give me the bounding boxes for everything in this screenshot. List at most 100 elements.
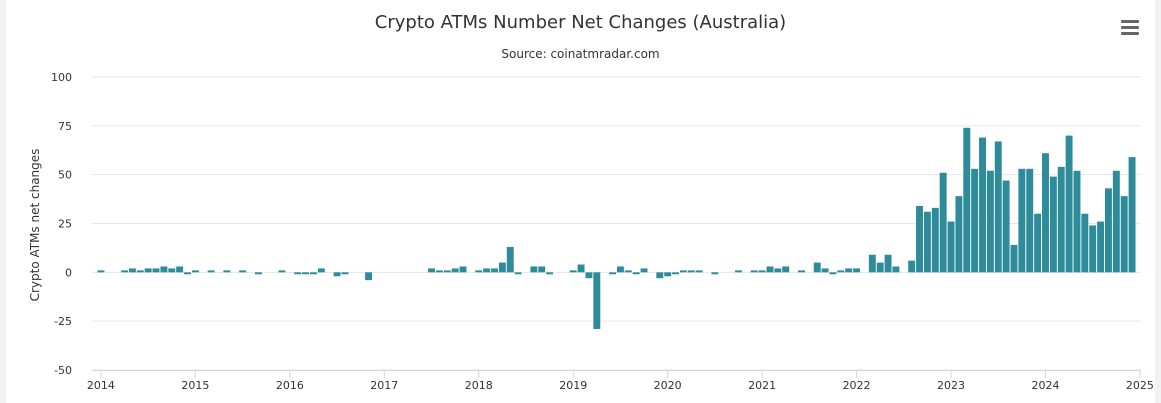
bar[interactable]: [435, 270, 443, 273]
bar[interactable]: [1034, 213, 1042, 273]
bar[interactable]: [884, 254, 892, 273]
bar[interactable]: [829, 272, 837, 275]
bar[interactable]: [428, 268, 435, 273]
bar[interactable]: [365, 272, 373, 281]
bar[interactable]: [735, 270, 742, 273]
bar[interactable]: [687, 270, 695, 273]
bar[interactable]: [821, 268, 829, 273]
bar[interactable]: [1065, 135, 1073, 273]
bar[interactable]: [1112, 170, 1120, 273]
bar[interactable]: [609, 272, 617, 275]
bar[interactable]: [128, 268, 136, 273]
bar[interactable]: [963, 127, 971, 273]
bar[interactable]: [530, 266, 538, 273]
bar[interactable]: [766, 266, 774, 273]
bar[interactable]: [979, 137, 986, 273]
bar[interactable]: [1026, 168, 1034, 273]
bar[interactable]: [632, 272, 640, 275]
bar[interactable]: [798, 270, 805, 273]
bar[interactable]: [593, 272, 601, 329]
bar[interactable]: [176, 266, 184, 273]
bar[interactable]: [923, 211, 931, 273]
bar[interactable]: [538, 266, 546, 273]
bar[interactable]: [986, 170, 994, 273]
bar[interactable]: [278, 270, 286, 273]
bar[interactable]: [1049, 176, 1057, 273]
bar[interactable]: [514, 272, 522, 275]
bar[interactable]: [475, 270, 483, 273]
bar[interactable]: [160, 266, 168, 273]
bar[interactable]: [1057, 166, 1065, 273]
bar[interactable]: [1081, 213, 1089, 273]
bar[interactable]: [837, 270, 845, 273]
bar[interactable]: [640, 268, 648, 273]
bar[interactable]: [294, 272, 302, 275]
bar[interactable]: [813, 262, 821, 273]
bar[interactable]: [947, 221, 955, 273]
bar[interactable]: [994, 141, 1002, 273]
bar[interactable]: [97, 270, 105, 273]
bar[interactable]: [585, 272, 593, 279]
bar[interactable]: [616, 266, 624, 273]
bar[interactable]: [239, 270, 247, 273]
bar[interactable]: [144, 268, 152, 273]
bar[interactable]: [121, 270, 129, 273]
bar[interactable]: [955, 196, 963, 273]
bar[interactable]: [774, 268, 782, 273]
bar[interactable]: [1002, 180, 1010, 273]
bar[interactable]: [1104, 188, 1112, 273]
bar[interactable]: [152, 268, 160, 273]
bar[interactable]: [451, 268, 459, 273]
bar[interactable]: [191, 270, 199, 273]
bar[interactable]: [310, 272, 317, 275]
bar[interactable]: [876, 262, 884, 273]
bar[interactable]: [302, 272, 310, 275]
bar[interactable]: [758, 270, 766, 273]
bar[interactable]: [333, 272, 341, 277]
bar[interactable]: [1120, 196, 1128, 273]
bar[interactable]: [656, 272, 664, 279]
bar[interactable]: [207, 270, 215, 273]
bar[interactable]: [569, 270, 577, 273]
bar[interactable]: [1073, 170, 1081, 273]
bar[interactable]: [168, 268, 176, 273]
bar[interactable]: [782, 266, 790, 273]
bar[interactable]: [939, 172, 947, 273]
bar[interactable]: [624, 270, 632, 273]
bar[interactable]: [577, 264, 585, 273]
bar[interactable]: [1010, 244, 1018, 273]
bar[interactable]: [672, 272, 679, 275]
bar[interactable]: [853, 268, 861, 273]
bar[interactable]: [317, 268, 325, 273]
bar[interactable]: [459, 266, 467, 273]
bar[interactable]: [1089, 225, 1097, 273]
bar[interactable]: [664, 272, 672, 277]
hamburger-menu-icon[interactable]: [1121, 20, 1139, 36]
bar[interactable]: [223, 270, 231, 273]
bar[interactable]: [695, 270, 703, 273]
bar[interactable]: [443, 270, 451, 273]
bar[interactable]: [845, 268, 853, 273]
bar[interactable]: [546, 272, 554, 275]
bar[interactable]: [892, 266, 900, 273]
bar[interactable]: [498, 262, 506, 273]
bar[interactable]: [868, 254, 876, 273]
bar[interactable]: [679, 270, 687, 273]
bar[interactable]: [711, 272, 719, 275]
bar[interactable]: [908, 260, 916, 273]
bar[interactable]: [1018, 168, 1026, 273]
bar[interactable]: [931, 207, 939, 273]
bar[interactable]: [916, 205, 924, 273]
bar[interactable]: [1042, 153, 1049, 273]
bar[interactable]: [1097, 221, 1105, 273]
bar[interactable]: [184, 272, 191, 275]
bar[interactable]: [491, 268, 498, 273]
bar[interactable]: [483, 268, 491, 273]
bar[interactable]: [1128, 157, 1136, 273]
bar[interactable]: [971, 168, 979, 273]
bar[interactable]: [254, 272, 262, 275]
bar[interactable]: [750, 270, 758, 273]
bar[interactable]: [506, 246, 514, 273]
bar[interactable]: [341, 272, 349, 275]
bar[interactable]: [136, 270, 144, 273]
